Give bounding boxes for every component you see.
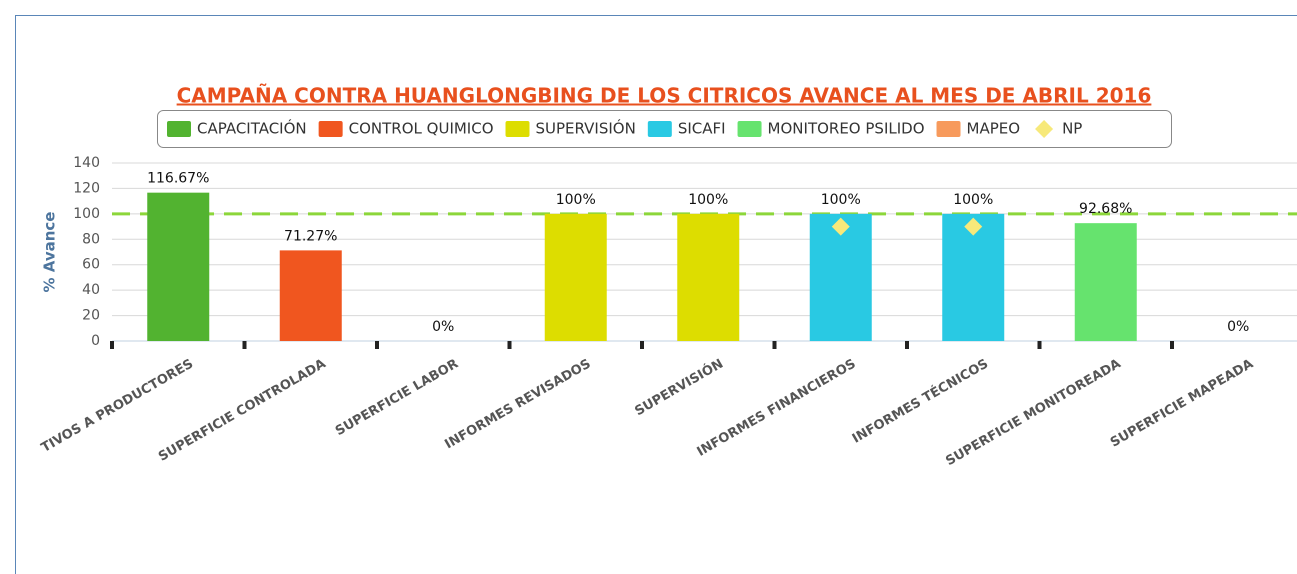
y-tick-label: 140 <box>73 155 100 171</box>
x-tick-label: SUPERVISIÓN <box>632 356 726 420</box>
x-tick-label: INFORMES TÉCNICOS <box>849 356 991 447</box>
legend-symbol <box>505 121 530 137</box>
data-label: 0% <box>432 319 454 335</box>
y-tick-label: 20 <box>82 308 100 324</box>
x-tick <box>375 341 379 349</box>
legend-label: SICAFI <box>678 120 726 138</box>
bar <box>279 250 342 341</box>
x-tick-label: SUPERFICIE MAPEADA <box>1108 357 1256 451</box>
legend-symbol <box>737 121 762 137</box>
data-label: 100% <box>556 192 596 208</box>
frame <box>15 15 1297 574</box>
bar <box>544 213 607 341</box>
legend-label: SUPERVISIÓN <box>536 119 636 138</box>
bar <box>1074 223 1137 341</box>
bar <box>677 213 740 341</box>
x-tick <box>772 341 777 349</box>
y-axis-title: % Avance <box>41 212 59 293</box>
legend-label: CONTROL QUIMICO <box>349 120 494 138</box>
data-label: 0% <box>1227 319 1249 335</box>
y-tick-label: 40 <box>82 282 100 298</box>
y-tick-label: 100 <box>73 206 100 222</box>
x-tick <box>242 341 247 349</box>
x-tick-label: SUPERFICIE LABOR <box>333 357 461 440</box>
legend-symbol <box>647 121 672 137</box>
x-tick <box>1170 341 1174 349</box>
legend-label: NP <box>1062 120 1082 138</box>
x-tick-label: TIVOS A PRODUCTORES <box>39 357 196 456</box>
x-tick <box>640 341 644 349</box>
legend-label: MAPEO <box>967 120 1021 138</box>
y-tick-label: 60 <box>82 257 100 273</box>
np-marker <box>964 217 983 236</box>
y-tick-label: 120 <box>73 180 100 196</box>
data-label: 100% <box>688 192 728 208</box>
legend-symbol <box>936 121 961 137</box>
x-tick-label: INFORMES REVISADOS <box>442 357 593 453</box>
x-tick <box>1037 341 1042 349</box>
legend-label: MONITOREO PSILIDO <box>768 120 925 138</box>
legend-symbol <box>1035 120 1054 138</box>
data-label: 71.27% <box>284 228 337 244</box>
data-label: 100% <box>953 192 993 208</box>
data-label: 92.68% <box>1079 201 1132 217</box>
np-marker <box>831 217 850 236</box>
legend-symbol <box>167 121 191 137</box>
legend-label: CAPACITACIÓN <box>197 119 307 138</box>
x-tick <box>110 341 114 349</box>
legend-symbol <box>318 121 343 137</box>
chart-title: CAMPAÑA CONTRA HUANGLONGBING DE LOS CITR… <box>177 84 1152 108</box>
y-tick-label: 80 <box>82 231 100 247</box>
x-tick <box>507 341 512 349</box>
y-tick-label: 0 <box>91 333 100 349</box>
data-label: 100% <box>821 192 861 208</box>
bar <box>147 192 210 341</box>
data-label: 116.67% <box>147 171 209 187</box>
x-tick <box>905 341 909 349</box>
